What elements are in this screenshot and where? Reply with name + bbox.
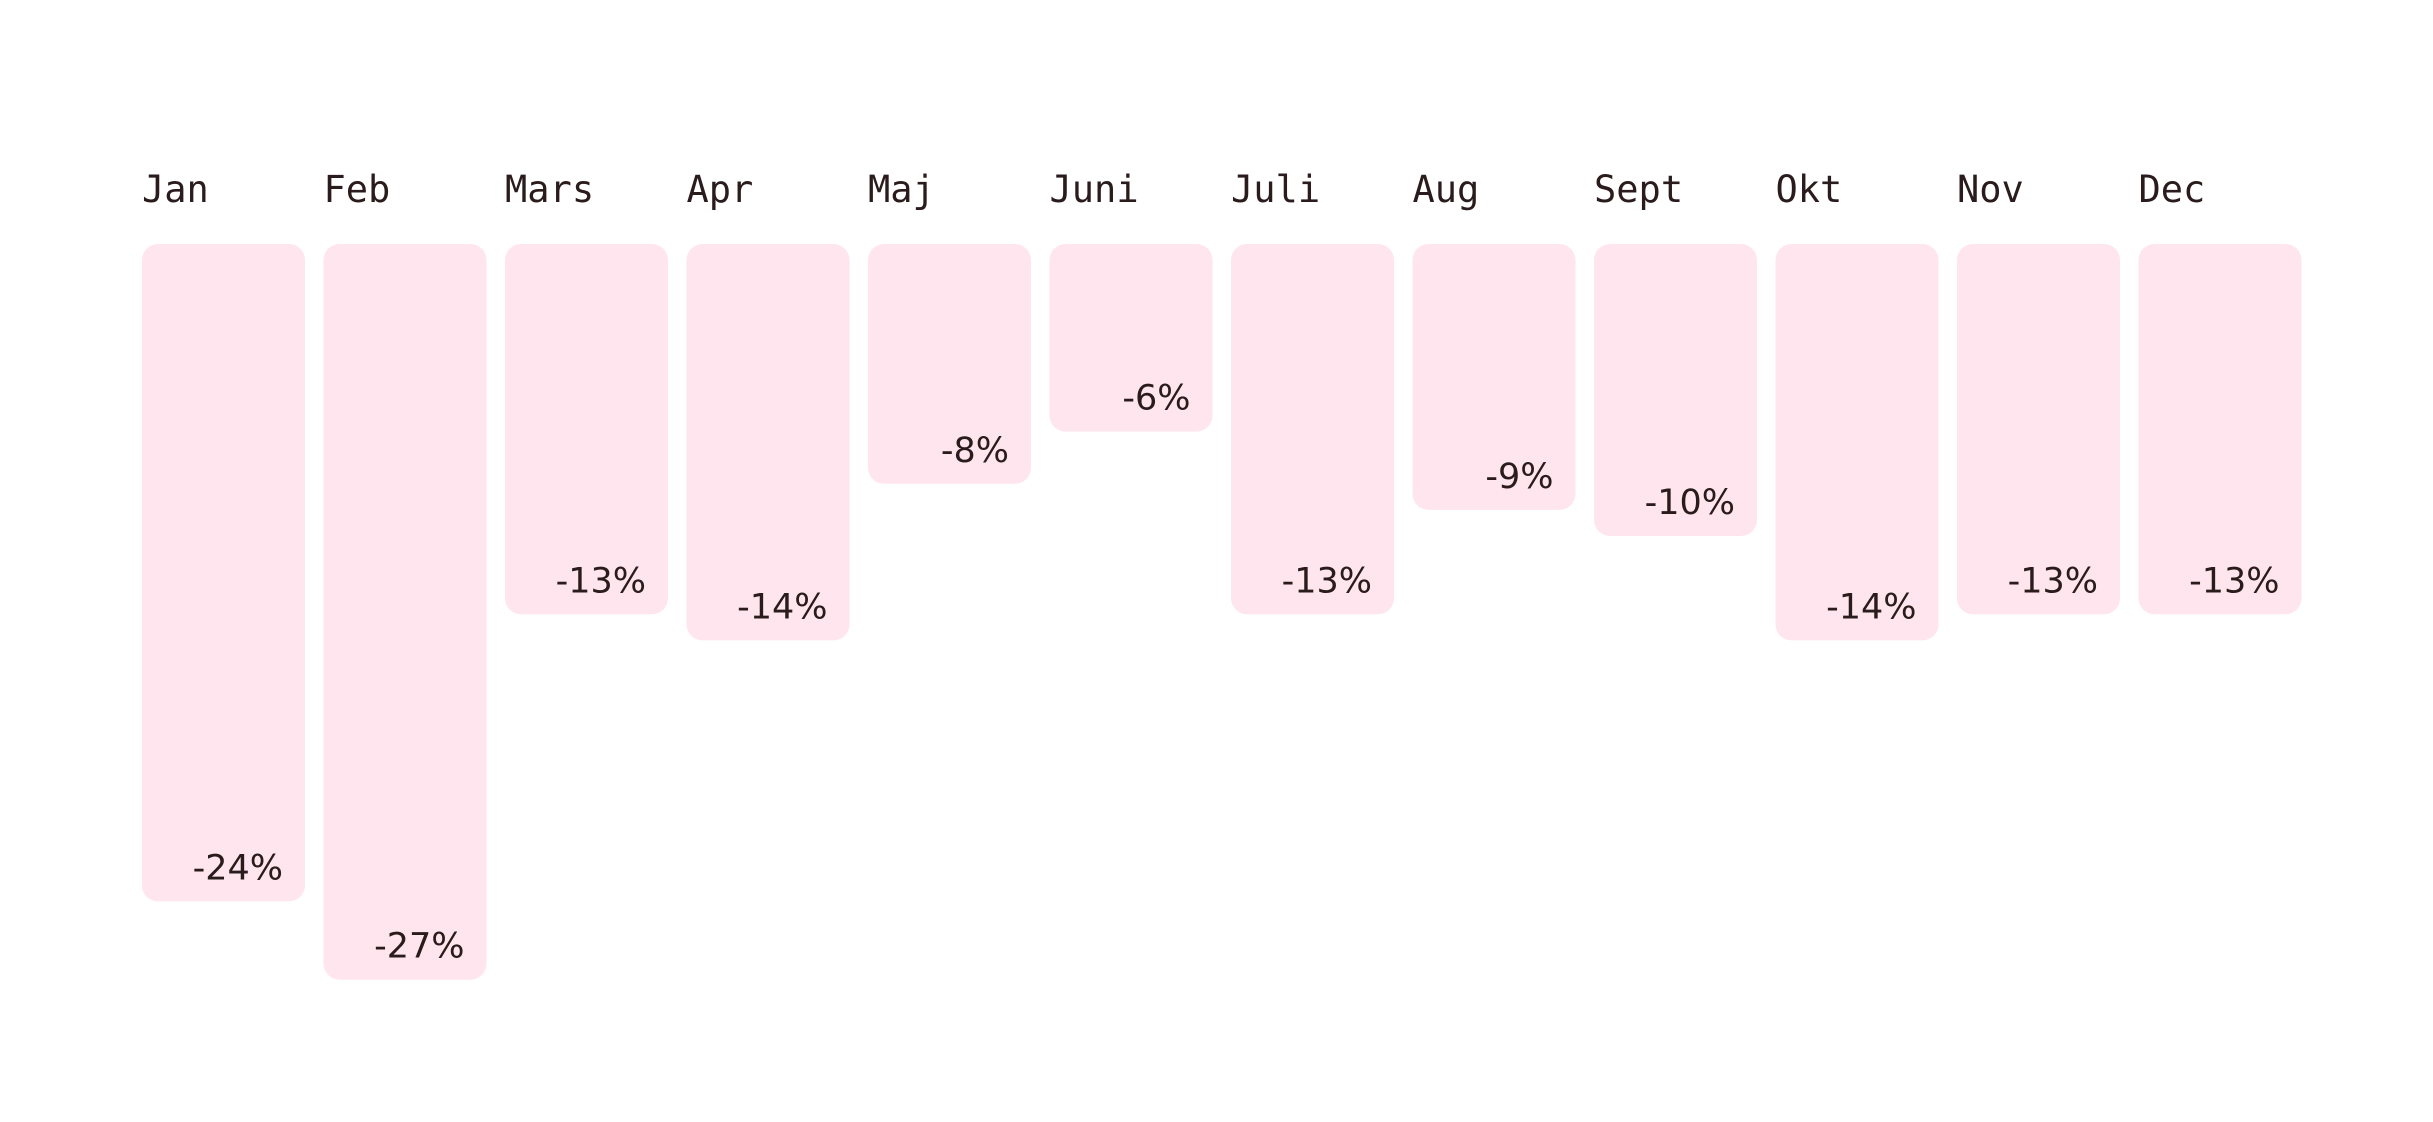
value-label: -8% (941, 431, 1009, 471)
bar-group-juli: Juli -13% (1231, 168, 1394, 615)
bar-group-dec: Dec -13% (2138, 168, 2302, 615)
month-label: Jan (142, 168, 209, 211)
value-label: -14% (1826, 587, 1916, 627)
month-label: Dec (2139, 168, 2206, 211)
value-label: -13% (1282, 561, 1372, 601)
month-label: Aug (1413, 168, 1480, 211)
bar (1775, 244, 1939, 641)
month-label: Maj (868, 168, 935, 211)
bar-group-maj: Maj -8% (868, 168, 1031, 484)
bar-group-apr: Apr -14% (686, 168, 850, 641)
value-label: -10% (1645, 483, 1735, 523)
value-label: -14% (737, 587, 827, 627)
bar (1231, 244, 1394, 615)
bar-group-mars: Mars -13% (505, 168, 668, 615)
month-label: Juli (1231, 168, 1320, 211)
value-label: -13% (2189, 561, 2279, 601)
bar (142, 244, 305, 902)
bar (1049, 244, 1213, 432)
bar (2138, 244, 2302, 615)
bar (1957, 244, 2120, 615)
bar (1594, 244, 1757, 536)
bar (505, 244, 668, 615)
value-label: -27% (374, 927, 464, 967)
value-label: -13% (556, 561, 646, 601)
month-label: Mars (505, 168, 594, 211)
bar-group-okt: Okt -14% (1775, 168, 1939, 641)
bar-group-nov: Nov -13% (1957, 168, 2120, 615)
month-label: Nov (1957, 168, 2024, 211)
bar (1412, 244, 1576, 510)
month-label: Apr (687, 168, 754, 211)
month-label: Feb (324, 168, 391, 211)
month-label: Okt (1776, 168, 1843, 211)
bar-group-aug: Aug -9% (1412, 168, 1576, 510)
value-label: -13% (2008, 561, 2098, 601)
bar (323, 244, 487, 980)
value-label: -24% (193, 848, 283, 888)
bar (868, 244, 1031, 484)
bar-group-juni: Juni -6% (1049, 168, 1213, 432)
month-label: Sept (1594, 168, 1683, 211)
bar (686, 244, 850, 641)
bar-group-feb: Feb -27% (323, 168, 487, 980)
month-label: Juni (1050, 168, 1139, 211)
value-label: -9% (1485, 457, 1553, 497)
bar-group-sept: Sept -10% (1594, 168, 1757, 536)
bar-group-jan: Jan -24% (142, 168, 305, 902)
value-label: -6% (1122, 379, 1190, 419)
